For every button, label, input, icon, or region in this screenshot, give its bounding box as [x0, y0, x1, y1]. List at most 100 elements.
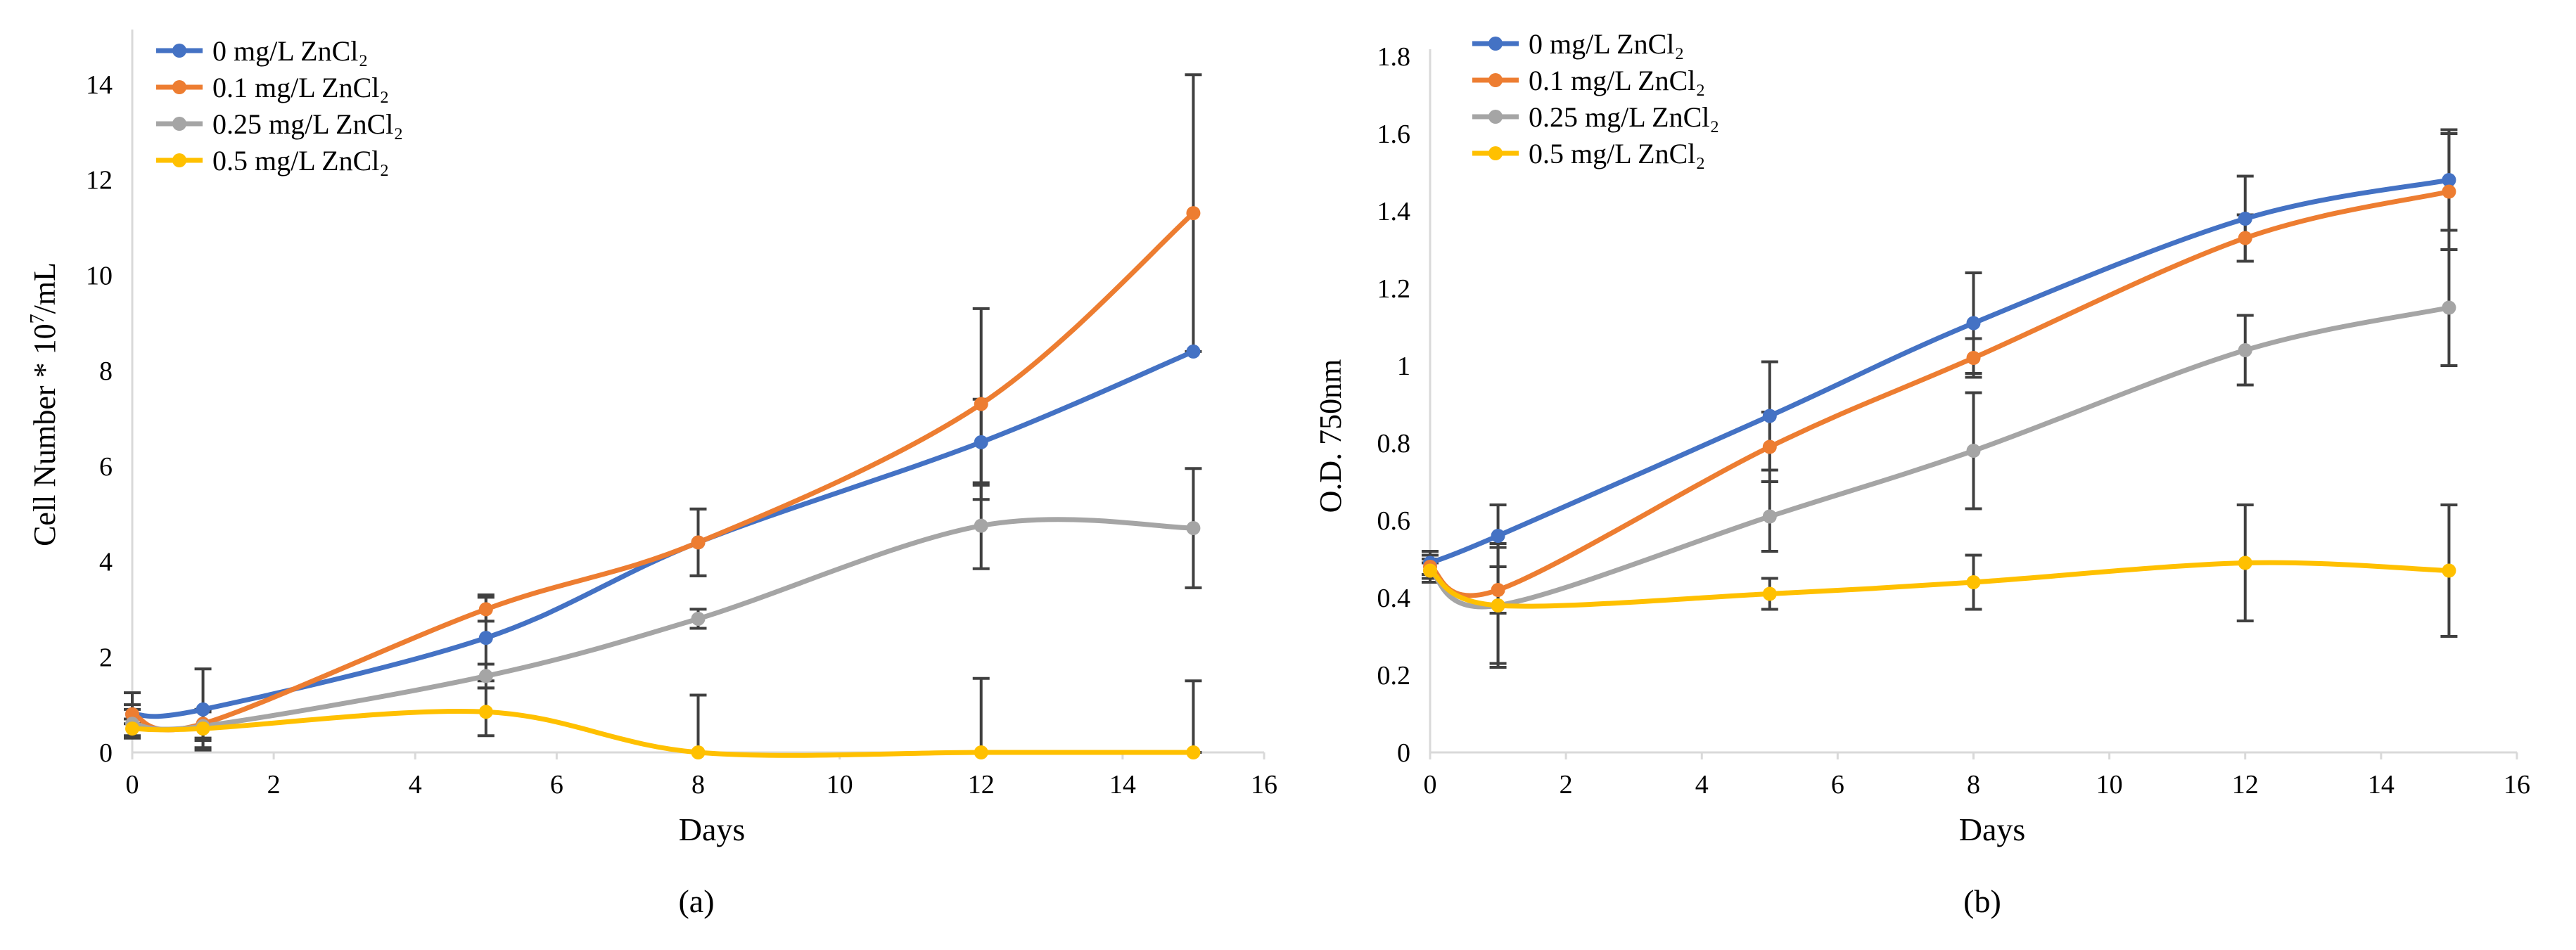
- y-tick-label: 1: [1397, 352, 1410, 381]
- y-tick-label: 1.4: [1377, 197, 1411, 226]
- data-point: [1186, 745, 1201, 759]
- data-point: [974, 518, 988, 533]
- series-line-0: [129, 349, 1196, 719]
- legend-label: 0.5 mg/L ZnCl₂: [1529, 138, 1705, 169]
- legend-swatch-marker: [172, 80, 186, 94]
- series-line-2: [129, 517, 1196, 732]
- legend-label: 0.25 mg/L ZnCl₂: [212, 108, 403, 140]
- x-tick-label: 0: [1424, 770, 1437, 800]
- data-point: [1423, 563, 1437, 578]
- data-point: [974, 435, 988, 449]
- x-tick-label: 16: [1251, 770, 1277, 800]
- data-point: [1762, 439, 1777, 454]
- legend-label: 0.1 mg/L ZnCl₂: [1529, 65, 1705, 96]
- data-point: [1762, 586, 1777, 601]
- data-point: [125, 721, 139, 736]
- series-line-1: [129, 210, 1196, 733]
- data-point: [2238, 556, 2252, 570]
- data-point: [2442, 300, 2456, 315]
- data-point: [691, 745, 706, 759]
- data-point: [691, 535, 706, 550]
- data-point: [1186, 344, 1201, 359]
- data-point: [1966, 444, 1981, 458]
- legend-label: 0 mg/L ZnCl₂: [1529, 28, 1684, 60]
- y-tick-label: 0: [99, 738, 113, 768]
- data-point: [974, 745, 988, 759]
- legend-swatch-marker: [1488, 37, 1503, 51]
- series-line-3: [1427, 560, 2451, 609]
- data-point: [478, 705, 493, 719]
- panel-label-b: (b): [1963, 883, 2001, 919]
- panel-label-a: (a): [678, 883, 714, 919]
- legend-label: 0.25 mg/L ZnCl₂: [1529, 101, 1719, 133]
- x-tick-label: 4: [409, 770, 422, 800]
- data-point: [478, 602, 493, 617]
- data-point: [2442, 184, 2456, 199]
- legend-swatch-marker: [1488, 73, 1503, 87]
- x-tick-label: 16: [2504, 770, 2530, 800]
- data-point: [974, 397, 988, 411]
- data-point: [1966, 575, 1981, 589]
- y-tick-label: 0: [1397, 738, 1410, 768]
- y-tick-label: 0.4: [1377, 584, 1411, 613]
- x-tick-label: 12: [2232, 770, 2259, 800]
- x-tick-label: 8: [1967, 770, 1980, 800]
- data-point: [1966, 316, 1981, 330]
- data-point: [1762, 509, 1777, 524]
- data-point: [1491, 529, 1505, 543]
- x-tick-label: 8: [691, 770, 705, 800]
- legend-label: 0.5 mg/L ZnCl₂: [212, 145, 389, 176]
- data-point: [691, 611, 706, 626]
- data-point: [1186, 521, 1201, 536]
- y-tick-label: 12: [86, 166, 113, 195]
- y-tick-label: 1.8: [1377, 42, 1411, 72]
- y-axis-label: Cell Number * 107/mL: [27, 262, 62, 546]
- y-axis-label: O.D. 750nm: [1313, 359, 1348, 513]
- x-axis-label: Days: [679, 811, 746, 847]
- y-tick-label: 1.2: [1377, 274, 1411, 304]
- data-point: [1966, 351, 1981, 365]
- y-tick-label: 10: [86, 261, 113, 290]
- y-tick-label: 6: [99, 452, 113, 482]
- data-point: [2442, 563, 2456, 578]
- y-tick-label: 1.6: [1377, 120, 1411, 149]
- data-point: [1762, 409, 1777, 423]
- legend-swatch-marker: [172, 44, 186, 58]
- legend-swatch-marker: [172, 117, 186, 131]
- y-tick-label: 14: [86, 70, 113, 100]
- y-tick-label: 0.8: [1377, 429, 1411, 458]
- data-point: [1186, 206, 1201, 221]
- y-tick-label: 0.6: [1377, 506, 1411, 536]
- legend-swatch-marker: [172, 153, 186, 167]
- data-point: [196, 702, 210, 717]
- data-point: [478, 669, 493, 683]
- data-point: [478, 631, 493, 646]
- x-tick-label: 10: [2096, 770, 2123, 800]
- series-line-0: [1427, 177, 2451, 565]
- legend-label: 0 mg/L ZnCl₂: [212, 35, 368, 67]
- data-point: [2238, 212, 2252, 226]
- x-tick-label: 12: [968, 770, 995, 800]
- x-tick-label: 0: [126, 770, 139, 800]
- x-tick-label: 2: [1560, 770, 1573, 800]
- x-tick-label: 6: [1831, 770, 1844, 800]
- x-axis-label: Days: [1959, 811, 2026, 847]
- legend-swatch-marker: [1488, 146, 1503, 160]
- series-line-3: [129, 708, 1196, 758]
- data-point: [1491, 583, 1505, 597]
- legend-label: 0.1 mg/L ZnCl₂: [212, 72, 389, 103]
- x-tick-label: 14: [2368, 770, 2395, 800]
- data-point: [2442, 173, 2456, 187]
- x-tick-label: 6: [550, 770, 563, 800]
- x-tick-label: 14: [1109, 770, 1136, 800]
- x-tick-label: 4: [1695, 770, 1709, 800]
- data-point: [2238, 231, 2252, 245]
- x-tick-label: 2: [267, 770, 281, 800]
- x-tick-label: 10: [827, 770, 853, 800]
- chart-panel-a: 0 2 4 6 8 10 12 14 0 2 4 6 8 10 12 14 16 0 mg/L ZnCl₂ 0.1…: [27, 30, 1277, 919]
- series-line-1: [1427, 189, 2451, 598]
- y-tick-label: 2: [99, 643, 113, 672]
- data-point: [196, 721, 210, 736]
